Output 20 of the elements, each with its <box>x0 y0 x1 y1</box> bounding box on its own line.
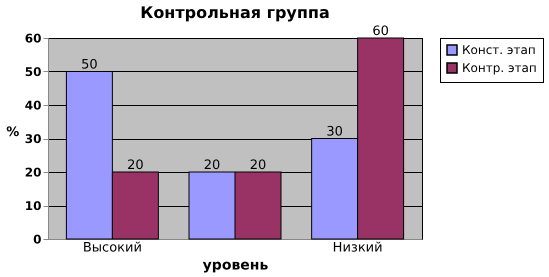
data-label: 50 <box>81 58 98 72</box>
x-axis-title: уровень <box>202 258 268 274</box>
data-label: 20 <box>204 158 220 173</box>
y-tick-label: 10 <box>24 199 42 213</box>
data-label: 30 <box>326 124 343 140</box>
y-axis-title: % <box>6 125 20 140</box>
data-label: 20 <box>127 158 144 173</box>
y-tick-label: 60 <box>24 32 42 46</box>
legend-label: Контр. этап <box>462 61 537 75</box>
y-tick-label: 0 <box>33 232 42 246</box>
data-label: 20 <box>250 158 266 173</box>
legend-label: Конст. этап <box>462 43 536 57</box>
data-label: 60 <box>372 24 389 39</box>
y-tick-label: 30 <box>24 132 42 146</box>
y-tick-label: 40 <box>24 98 42 112</box>
chart-title: Контрольная группа <box>140 3 330 22</box>
y-tick-label: 20 <box>24 166 42 180</box>
x-tick-label: Высокий <box>82 240 142 256</box>
y-tick-label: 50 <box>24 65 42 79</box>
x-tick-label: Низкий <box>332 240 383 256</box>
